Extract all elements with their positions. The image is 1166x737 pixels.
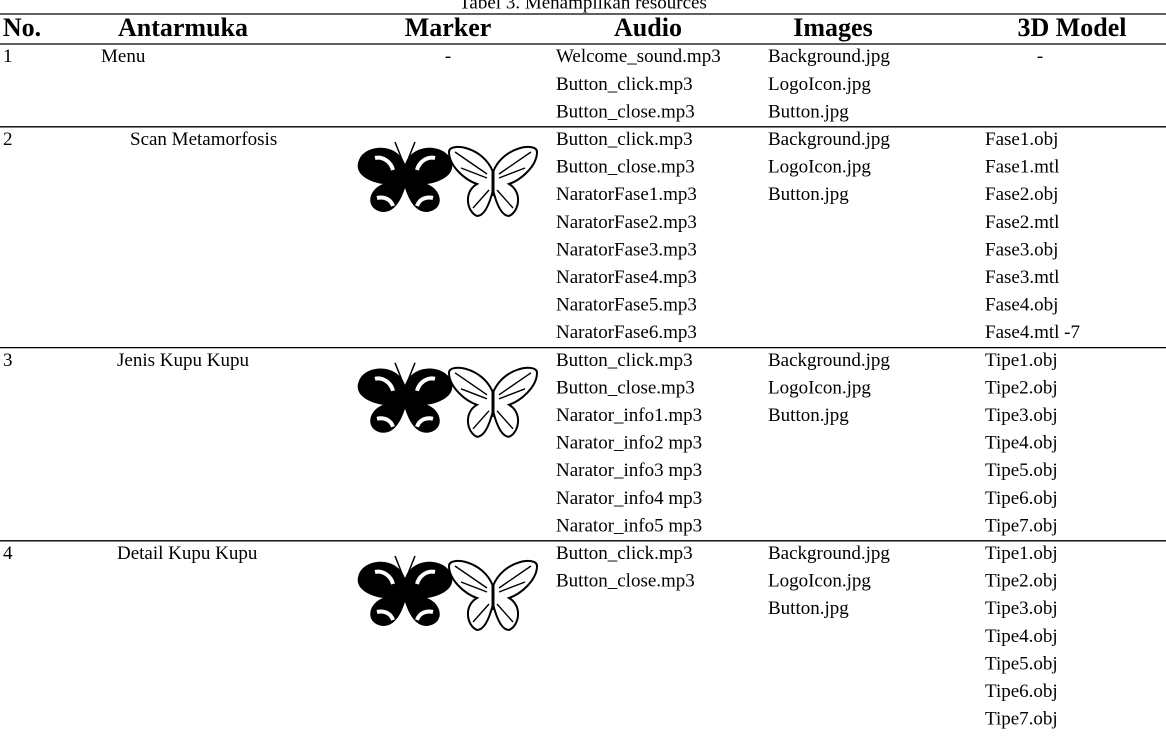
- image-file: Background.jpg: [768, 129, 890, 150]
- audio-file: Narator_info4 mp3: [556, 488, 702, 509]
- image-file: LogoIcon.jpg: [768, 74, 871, 95]
- image-file: Button.jpg: [768, 184, 849, 205]
- column-header: No.: [3, 13, 41, 42]
- model-file: Tipe6.obj: [985, 488, 1058, 509]
- model-file: Fase3.mtl: [985, 267, 1059, 288]
- model-file: Tipe6.obj: [985, 681, 1058, 702]
- model-file: Tipe5.obj: [985, 653, 1058, 674]
- marker-image: [355, 360, 455, 435]
- audio-file: Button_click.mp3: [556, 74, 693, 95]
- audio-file: NaratorFase2.mp3: [556, 212, 697, 233]
- model-file: Tipe5.obj: [985, 460, 1058, 481]
- model-file: Tipe2.obj: [985, 377, 1058, 398]
- model-file: Tipe4.obj: [985, 626, 1058, 647]
- model-file: Fase4.obj: [985, 295, 1058, 316]
- image-file: Button.jpg: [768, 101, 849, 122]
- image-file: Button.jpg: [768, 405, 849, 426]
- model-file: Tipe4.obj: [985, 433, 1058, 454]
- image-file: Background.jpg: [768, 350, 890, 371]
- image-file: Background.jpg: [768, 46, 890, 67]
- column-header: Marker: [405, 13, 492, 42]
- model-file: Tipe1.obj: [985, 350, 1058, 371]
- interface-name: Menu: [101, 46, 146, 67]
- interface-name: Detail Kupu Kupu: [117, 543, 258, 564]
- model-file: Fase4.mtl -7: [985, 322, 1080, 343]
- model-file: Fase2.mtl: [985, 212, 1059, 233]
- model-file: Fase1.obj: [985, 129, 1058, 150]
- model-file: Fase1.mtl: [985, 157, 1059, 178]
- model-file: Tipe2.obj: [985, 571, 1058, 592]
- audio-file: NaratorFase4.mp3: [556, 267, 697, 288]
- audio-file: NaratorFase5.mp3: [556, 295, 697, 316]
- row-number: 2: [3, 129, 13, 150]
- audio-file: NaratorFase1.mp3: [556, 184, 697, 205]
- model-file: Tipe7.obj: [985, 709, 1058, 730]
- interface-name: Scan Metamorfosis: [130, 129, 277, 150]
- marker-image: [447, 366, 539, 439]
- audio-file: Narator_info2 mp3: [556, 433, 702, 454]
- model-file: Fase2.obj: [985, 184, 1058, 205]
- marker-image: [447, 559, 539, 632]
- column-header: Audio: [614, 13, 682, 42]
- audio-file: Narator_info1.mp3: [556, 405, 702, 426]
- interface-name: Jenis Kupu Kupu: [117, 350, 249, 371]
- row-number: 4: [3, 543, 13, 564]
- audio-file: Button_click.mp3: [556, 350, 693, 371]
- image-file: LogoIcon.jpg: [768, 571, 871, 592]
- audio-file: Button_close.mp3: [556, 101, 695, 122]
- marker-image: [447, 145, 539, 218]
- audio-file: Button_close.mp3: [556, 377, 695, 398]
- row-number: 1: [3, 46, 13, 67]
- audio-file: Button_click.mp3: [556, 129, 693, 150]
- column-header: Images: [793, 13, 872, 42]
- column-header: Antarmuka: [118, 13, 248, 42]
- audio-file: NaratorFase3.mp3: [556, 239, 697, 260]
- audio-file: Narator_info5 mp3: [556, 515, 702, 536]
- model-file: Fase3.obj: [985, 239, 1058, 260]
- model-file: Tipe3.obj: [985, 598, 1058, 619]
- audio-file: NaratorFase6.mp3: [556, 322, 697, 343]
- row-number: 3: [3, 350, 13, 371]
- model-file: Tipe1.obj: [985, 543, 1058, 564]
- audio-file: Button_close.mp3: [556, 571, 695, 592]
- marker-image: [355, 554, 455, 628]
- image-file: LogoIcon.jpg: [768, 157, 871, 178]
- audio-file: Welcome_sound.mp3: [556, 46, 721, 67]
- model-file: Tipe3.obj: [985, 405, 1058, 426]
- marker-text: -: [445, 46, 451, 67]
- audio-file: Button_click.mp3: [556, 543, 693, 564]
- audio-file: Narator_info3 mp3: [556, 460, 702, 481]
- image-file: Button.jpg: [768, 598, 849, 619]
- model-file: -: [1037, 46, 1043, 67]
- audio-file: Button_close.mp3: [556, 157, 695, 178]
- model-file: Tipe7.obj: [985, 515, 1058, 536]
- image-file: Background.jpg: [768, 543, 890, 564]
- image-file: LogoIcon.jpg: [768, 377, 871, 398]
- table-title: Tabel 3. Menampilkan resources: [459, 0, 707, 13]
- column-header: 3D Model: [1017, 13, 1126, 42]
- marker-image: [355, 140, 455, 214]
